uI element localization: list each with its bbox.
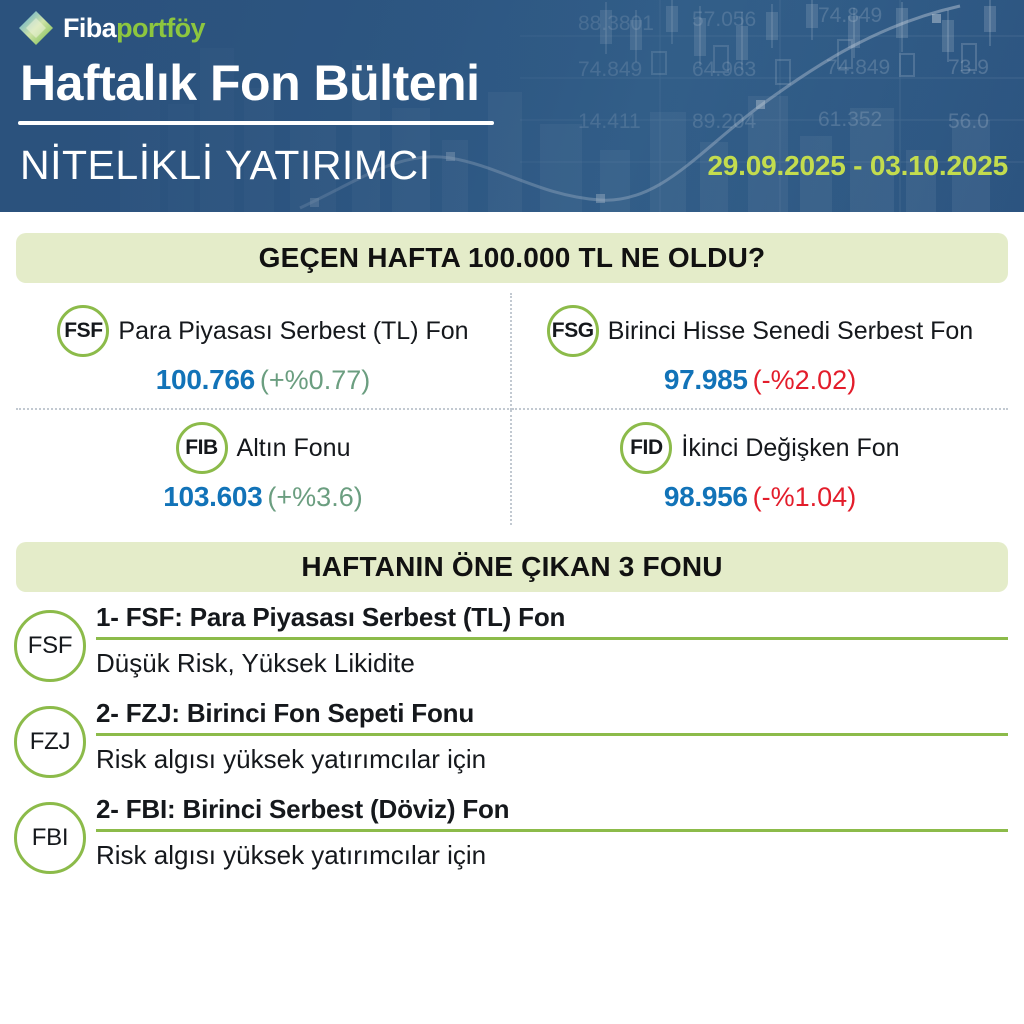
title-divider: [18, 121, 494, 125]
fiba-diamond-logo-icon: [18, 10, 54, 46]
fund-change-percent: (-%1.04): [752, 482, 857, 512]
svg-text:61.352: 61.352: [818, 108, 882, 131]
list-item-divider: [96, 637, 1008, 641]
list-item-body: 2- FBI: Birinci Serbest (Döviz) Fon Risk…: [96, 794, 1008, 871]
fund-name-label: Para Piyasası Serbest (TL) Fon: [118, 316, 469, 345]
list-item-divider: [96, 829, 1008, 833]
list-item-title: 1- FSF: Para Piyasası Serbest (TL) Fon: [96, 602, 566, 632]
date-range-label: 29.09.2025 - 03.10.2025: [707, 150, 1008, 181]
fund-card-fib[interactable]: FIB Altın Fonu 103.603 (+%3.6): [16, 410, 512, 525]
fund-value: 98.956: [663, 481, 748, 512]
section-1-banner: GEÇEN HAFTA 100.000 TL NE OLDU?: [16, 233, 1008, 283]
list-item[interactable]: FSF 1- FSF: Para Piyasası Serbest (TL) F…: [14, 602, 1008, 700]
page-subtitle: NİTELİKLİ YATIRIMCI: [20, 142, 431, 188]
list-item[interactable]: FBI 2- FBI: Birinci Serbest (Döviz) Fon …: [14, 794, 1008, 892]
fund-code-label: FSF: [27, 632, 73, 659]
section-1-title: GEÇEN HAFTA 100.000 TL NE OLDU?: [258, 242, 766, 273]
fund-value-row: 103.603 (+%3.6): [163, 483, 362, 511]
page-header: 88.3801 57.056 74.849 74.849 64.963 74.8…: [0, 0, 1024, 212]
fund-code-badge-fsf: FSF: [14, 610, 86, 682]
brand-logo[interactable]: Fibaportföy: [18, 10, 206, 46]
list-item-body: 2- FZJ: Birinci Fon Sepeti Fonu Risk alg…: [96, 698, 1008, 775]
section-2-title: HAFTANIN ÖNE ÇIKAN 3 FONU: [301, 551, 723, 582]
fund-card-fsg[interactable]: FSG Birinci Hisse Senedi Serbest Fon 97.…: [512, 293, 1008, 410]
svg-text:89.204: 89.204: [692, 110, 757, 133]
fund-card-header: FIB Altın Fonu: [175, 422, 351, 474]
section-2: HAFTANIN ÖNE ÇIKAN 3 FONU: [0, 525, 1024, 592]
list-item-divider: [96, 733, 1008, 737]
brand-logo-text: Fibaportföy: [63, 12, 206, 43]
fund-code-label: FSG: [551, 319, 594, 342]
fund-change-percent: (-%2.02): [752, 365, 857, 395]
fund-code-badge-fib: FIB: [175, 422, 228, 474]
fund-value-row: 98.956 (-%1.04): [664, 483, 856, 511]
fund-value: 100.766: [155, 364, 255, 395]
fund-name-label: İkinci Değişken Fon: [681, 433, 900, 462]
list-item-title: 2- FBI: Birinci Serbest (Döviz) Fon: [96, 794, 510, 824]
svg-text:14.411: 14.411: [578, 110, 641, 133]
fund-code-badge-fsg: FSG: [546, 305, 599, 357]
fund-code-label: FIB: [185, 436, 218, 459]
fund-code-label: FID: [630, 436, 663, 459]
fund-code-badge-fsf: FSF: [57, 305, 110, 357]
svg-text:64.963: 64.963: [692, 58, 756, 81]
list-item[interactable]: FZJ 2- FZJ: Birinci Fon Sepeti Fonu Risk…: [14, 698, 1008, 796]
svg-text:74.849: 74.849: [818, 4, 882, 27]
brand-name-primary: Fiba: [63, 12, 117, 43]
fund-value: 103.603: [163, 481, 263, 512]
page-title: Haftalık Fon Bülteni: [20, 55, 480, 111]
fund-code-label: FBI: [31, 824, 69, 851]
list-item-description: Risk algısı yüksek yatırımcılar için: [96, 744, 487, 775]
fund-value-row: 100.766 (+%0.77): [156, 366, 370, 394]
list-item-title: 2- FZJ: Birinci Fon Sepeti Fonu: [96, 698, 475, 728]
svg-text:74.849: 74.849: [826, 56, 890, 79]
list-item-body: 1- FSF: Para Piyasası Serbest (TL) Fon D…: [96, 602, 1008, 679]
svg-text:88.3801: 88.3801: [578, 12, 654, 35]
fund-card-fsf[interactable]: FSF Para Piyasası Serbest (TL) Fon 100.7…: [16, 293, 512, 410]
list-item-description: Düşük Risk, Yüksek Likidite: [96, 648, 415, 679]
fund-performance-grid: FSF Para Piyasası Serbest (TL) Fon 100.7…: [16, 283, 1008, 525]
svg-text:73.9: 73.9: [948, 56, 989, 79]
fund-card-header: FID İkinci Değişken Fon: [620, 422, 900, 474]
fund-code-label: FZJ: [29, 728, 71, 755]
section-1: GEÇEN HAFTA 100.000 TL NE OLDU?: [0, 212, 1024, 283]
fund-card-fid[interactable]: FID İkinci Değişken Fon 98.956 (-%1.04): [512, 410, 1008, 525]
svg-text:74.849: 74.849: [578, 58, 642, 81]
fund-value: 97.985: [663, 364, 748, 395]
fund-code-badge-fid: FID: [620, 422, 673, 474]
fund-name-label: Altın Fonu: [236, 433, 351, 462]
fund-code-badge-fbi: FBI: [14, 802, 86, 874]
fund-card-header: FSG Birinci Hisse Senedi Serbest Fon: [546, 305, 974, 357]
fund-code-badge-fzj: FZJ: [14, 706, 86, 778]
section-2-banner: HAFTANIN ÖNE ÇIKAN 3 FONU: [16, 542, 1008, 592]
fund-value-row: 97.985 (-%2.02): [664, 366, 856, 394]
top-funds-list: FSF 1- FSF: Para Piyasası Serbest (TL) F…: [14, 602, 1008, 892]
fund-card-header: FSF Para Piyasası Serbest (TL) Fon: [57, 305, 469, 357]
fund-name-label: Birinci Hisse Senedi Serbest Fon: [607, 316, 974, 345]
svg-text:57.056: 57.056: [692, 8, 756, 31]
list-item-description: Risk algısı yüksek yatırımcılar için: [96, 840, 487, 871]
fund-change-percent: (+%0.77): [259, 365, 371, 395]
brand-name-secondary: portföy: [116, 12, 205, 43]
fund-change-percent: (+%3.6): [267, 482, 363, 512]
svg-text:56.0: 56.0: [948, 110, 989, 133]
fund-code-label: FSF: [64, 319, 103, 342]
